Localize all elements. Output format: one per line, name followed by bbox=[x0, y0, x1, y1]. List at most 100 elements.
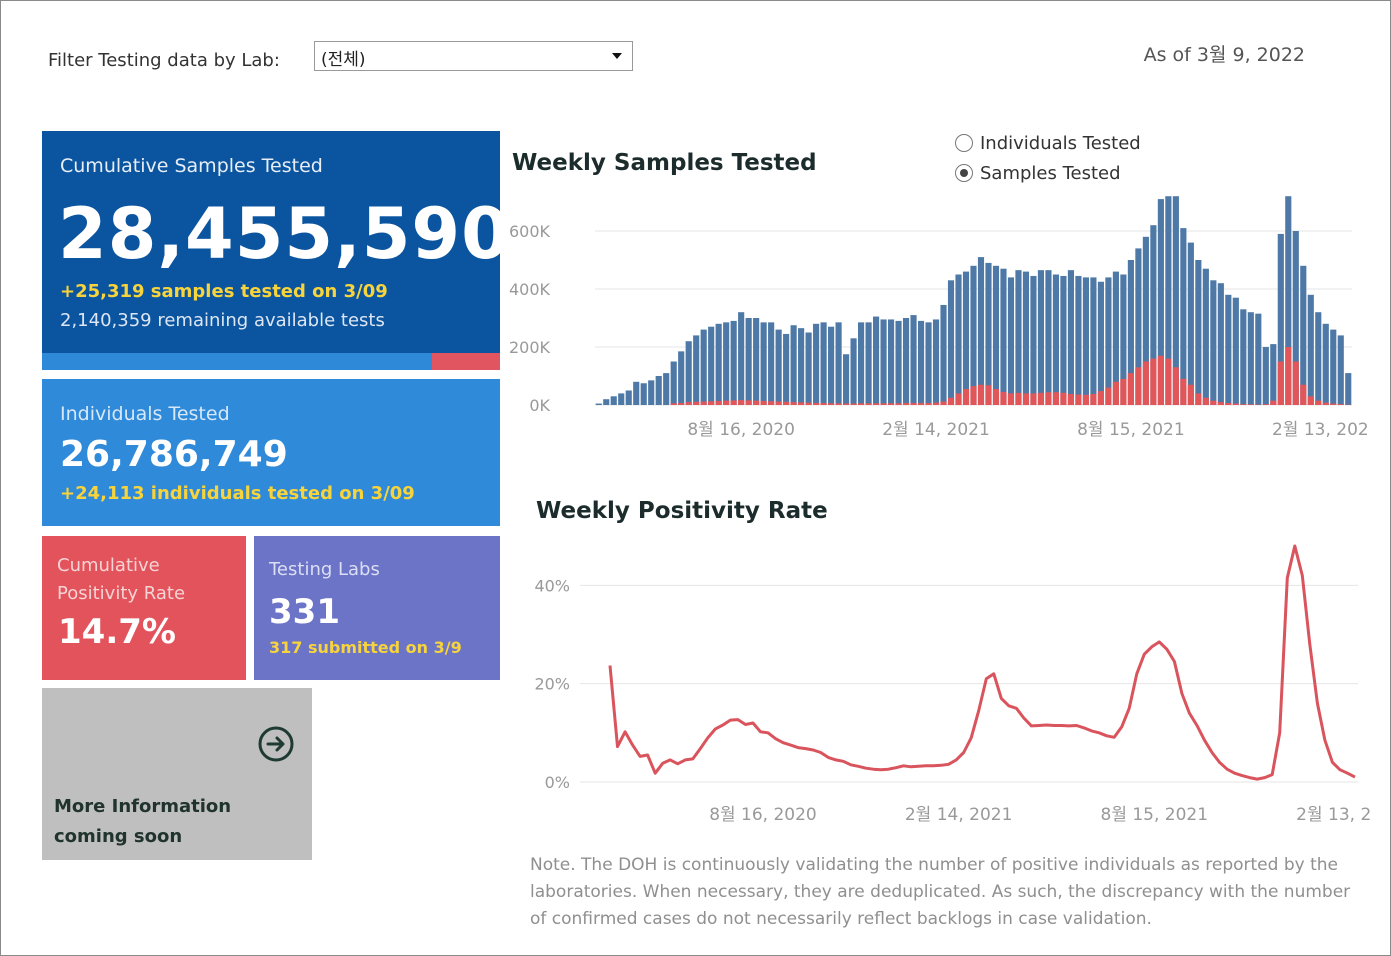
bar-positive[interactable] bbox=[805, 402, 812, 405]
bar-positive[interactable] bbox=[887, 403, 895, 405]
bar-total[interactable] bbox=[1180, 228, 1187, 405]
bar-positive[interactable] bbox=[1187, 384, 1194, 405]
bar-positive[interactable] bbox=[790, 402, 797, 405]
bar-total[interactable] bbox=[640, 383, 647, 405]
bar-total[interactable] bbox=[1150, 225, 1157, 405]
bar-total[interactable] bbox=[1007, 277, 1015, 405]
lab-filter-select[interactable]: (전체) bbox=[314, 41, 633, 71]
bar-total[interactable] bbox=[1000, 268, 1007, 405]
bar-total[interactable] bbox=[798, 328, 805, 405]
bar-total[interactable] bbox=[790, 325, 797, 405]
bar-positive[interactable] bbox=[1090, 393, 1097, 405]
bar-total[interactable] bbox=[1022, 271, 1030, 405]
bar-total[interactable] bbox=[850, 338, 857, 405]
bar-positive[interactable] bbox=[1120, 378, 1127, 405]
bar-total[interactable] bbox=[1210, 280, 1217, 405]
radio-button-icon[interactable] bbox=[955, 134, 973, 152]
bar-total[interactable] bbox=[648, 380, 655, 405]
bar-total[interactable] bbox=[1285, 196, 1292, 405]
bar-positive[interactable] bbox=[1135, 367, 1142, 405]
bar-positive[interactable] bbox=[1060, 392, 1067, 405]
bar-positive[interactable] bbox=[865, 403, 872, 405]
bar-total[interactable] bbox=[1292, 231, 1299, 405]
bar-positive[interactable] bbox=[917, 402, 925, 405]
bar-positive[interactable] bbox=[1195, 393, 1202, 405]
bar-total[interactable] bbox=[835, 322, 842, 405]
bar-total[interactable] bbox=[610, 396, 617, 405]
bar-positive[interactable] bbox=[745, 400, 752, 405]
bar-total[interactable] bbox=[1120, 274, 1127, 406]
radio-samples-tested[interactable]: Samples Tested bbox=[955, 158, 1141, 188]
bar-total[interactable] bbox=[738, 312, 745, 405]
bar-positive[interactable] bbox=[1067, 393, 1075, 405]
bar-total[interactable] bbox=[1225, 294, 1232, 405]
bar-total[interactable] bbox=[1165, 196, 1172, 405]
bar-total[interactable] bbox=[1240, 309, 1247, 405]
radio-button-icon[interactable] bbox=[955, 164, 973, 182]
bar-positive[interactable] bbox=[1097, 391, 1104, 405]
bar-total[interactable] bbox=[745, 318, 752, 405]
bar-total[interactable] bbox=[813, 323, 820, 405]
bar-total[interactable] bbox=[723, 322, 730, 405]
bar-positive[interactable] bbox=[895, 403, 902, 405]
bar-total[interactable] bbox=[678, 351, 685, 405]
bar-positive[interactable] bbox=[955, 393, 962, 405]
bar-total[interactable] bbox=[1315, 312, 1322, 405]
bar-total[interactable] bbox=[1232, 297, 1239, 405]
bar-total[interactable] bbox=[932, 319, 940, 405]
bar-positive[interactable] bbox=[715, 400, 722, 405]
bar-total[interactable] bbox=[955, 274, 962, 406]
bar-total[interactable] bbox=[1345, 373, 1352, 405]
bar-total[interactable] bbox=[1187, 242, 1194, 405]
bar-total[interactable] bbox=[843, 354, 850, 405]
bar-positive[interactable] bbox=[1307, 396, 1314, 405]
bar-total[interactable] bbox=[595, 403, 602, 405]
bar-positive[interactable] bbox=[738, 400, 745, 405]
bar-positive[interactable] bbox=[1210, 400, 1217, 405]
bar-positive[interactable] bbox=[798, 402, 805, 405]
bar-total[interactable] bbox=[663, 373, 670, 405]
radio-individuals-tested[interactable]: Individuals Tested bbox=[955, 128, 1141, 158]
bar-total[interactable] bbox=[985, 262, 992, 405]
bar-total[interactable] bbox=[1337, 335, 1344, 405]
bar-total[interactable] bbox=[917, 320, 925, 405]
bar-positive[interactable] bbox=[685, 402, 692, 405]
bar-positive[interactable] bbox=[1330, 403, 1337, 405]
bar-total[interactable] bbox=[1052, 274, 1060, 406]
bar-positive[interactable] bbox=[768, 401, 775, 405]
bar-positive[interactable] bbox=[843, 403, 850, 405]
bar-positive[interactable] bbox=[670, 403, 677, 405]
bar-positive[interactable] bbox=[977, 384, 985, 405]
bar-positive[interactable] bbox=[1225, 402, 1232, 405]
bar-total[interactable] bbox=[768, 322, 775, 405]
bar-total[interactable] bbox=[925, 322, 932, 405]
bar-positive[interactable] bbox=[1150, 358, 1157, 405]
bar-total[interactable] bbox=[1045, 270, 1052, 405]
bar-positive[interactable] bbox=[1285, 347, 1292, 405]
bar-total[interactable] bbox=[1015, 270, 1022, 405]
bar-total[interactable] bbox=[1090, 277, 1097, 405]
bar-total[interactable] bbox=[603, 399, 610, 405]
bar-total[interactable] bbox=[775, 329, 782, 405]
arrow-circle-right-icon[interactable] bbox=[258, 726, 294, 762]
bar-positive[interactable] bbox=[1247, 404, 1254, 405]
bar-positive[interactable] bbox=[962, 389, 970, 405]
bar-positive[interactable] bbox=[1052, 392, 1060, 405]
bar-total[interactable] bbox=[1255, 313, 1262, 405]
bar-positive[interactable] bbox=[783, 401, 790, 405]
bar-total[interactable] bbox=[940, 304, 947, 405]
bar-total[interactable] bbox=[805, 332, 812, 406]
more-information-card[interactable]: More Information coming soon bbox=[42, 688, 312, 860]
bar-positive[interactable] bbox=[1315, 400, 1322, 405]
bar-positive[interactable] bbox=[992, 389, 1000, 405]
bar-total[interactable] bbox=[1262, 347, 1269, 405]
bar-positive[interactable] bbox=[1000, 391, 1007, 405]
bar-total[interactable] bbox=[618, 393, 625, 405]
bar-total[interactable] bbox=[992, 265, 1000, 405]
bar-total[interactable] bbox=[1105, 277, 1112, 405]
bar-total[interactable] bbox=[1330, 329, 1337, 405]
bar-total[interactable] bbox=[947, 280, 955, 405]
bar-positive[interactable] bbox=[932, 402, 940, 405]
bar-positive[interactable] bbox=[1127, 373, 1134, 405]
bar-total[interactable] bbox=[700, 329, 707, 405]
